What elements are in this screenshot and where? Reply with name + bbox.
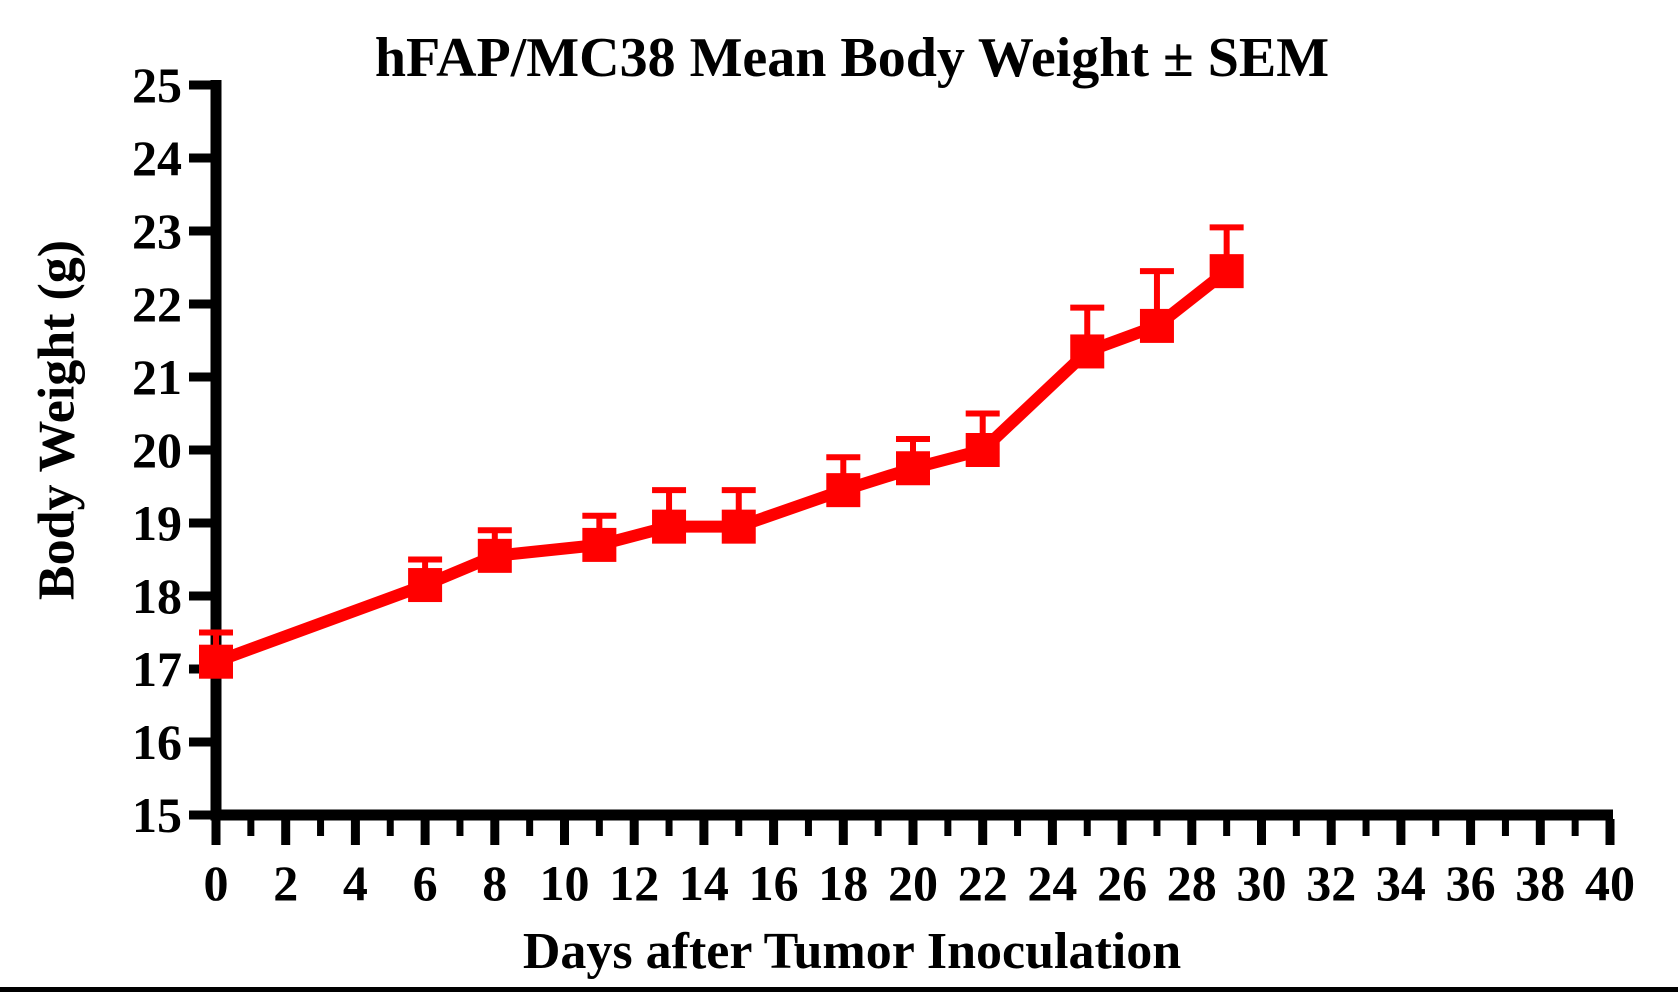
y-tick-label: 21 (132, 349, 182, 405)
y-tick-label: 19 (132, 495, 182, 551)
y-tick-label: 16 (132, 714, 182, 770)
data-point-marker (582, 527, 617, 562)
x-tick-label: 10 (540, 855, 590, 911)
x-tick-label: 38 (1515, 855, 1565, 911)
x-tick-label: 2 (273, 855, 298, 911)
x-tick-label: 14 (679, 855, 729, 911)
x-tick-label: 34 (1376, 855, 1426, 911)
x-tick-label: 32 (1306, 855, 1356, 911)
data-point-marker (199, 644, 233, 679)
x-tick-label: 0 (204, 855, 229, 911)
data-point-marker (408, 568, 443, 603)
y-tick-label: 25 (132, 57, 182, 113)
data-point-marker (477, 538, 512, 573)
y-tick-label: 20 (132, 422, 182, 478)
x-tick-label: 4 (343, 855, 368, 911)
x-tick-label: 30 (1237, 855, 1287, 911)
chart-title: hFAP/MC38 Mean Body Weight ± SEM (374, 27, 1330, 89)
y-tick-label: 18 (132, 568, 182, 624)
data-point-marker (1139, 308, 1174, 343)
x-axis-title: Days after Tumor Inoculation (522, 923, 1182, 980)
data-point-marker (652, 509, 687, 544)
x-tick-label: 8 (482, 855, 507, 911)
x-tick-label: 24 (1027, 855, 1077, 911)
x-tick-label: 40 (1585, 855, 1635, 911)
data-point-marker (1209, 254, 1244, 289)
y-axis-title: Body Weight (g) (28, 239, 86, 601)
data-point-marker (965, 433, 1000, 467)
x-tick-label: 26 (1097, 855, 1147, 911)
x-tick-label: 6 (413, 855, 438, 911)
data-point-marker (896, 451, 930, 486)
y-tick-label: 24 (132, 130, 182, 186)
x-tick-label: 22 (958, 855, 1008, 911)
bottom-rule (0, 987, 1678, 992)
y-tick-label: 23 (132, 203, 182, 259)
data-point-marker (721, 509, 756, 544)
series-line (213, 266, 1231, 668)
x-tick-label: 12 (609, 855, 659, 911)
y-tick-label: 22 (132, 276, 182, 332)
x-tick-label: 18 (818, 855, 868, 911)
data-point-marker (826, 473, 861, 508)
x-tick-label: 16 (749, 855, 799, 911)
x-tick-label: 28 (1167, 855, 1217, 911)
data-point-marker (1070, 334, 1105, 369)
y-tick-label: 15 (132, 787, 182, 843)
x-tick-label: 36 (1446, 855, 1496, 911)
x-tick-label: 20 (888, 855, 938, 911)
y-tick-label: 17 (132, 641, 182, 697)
